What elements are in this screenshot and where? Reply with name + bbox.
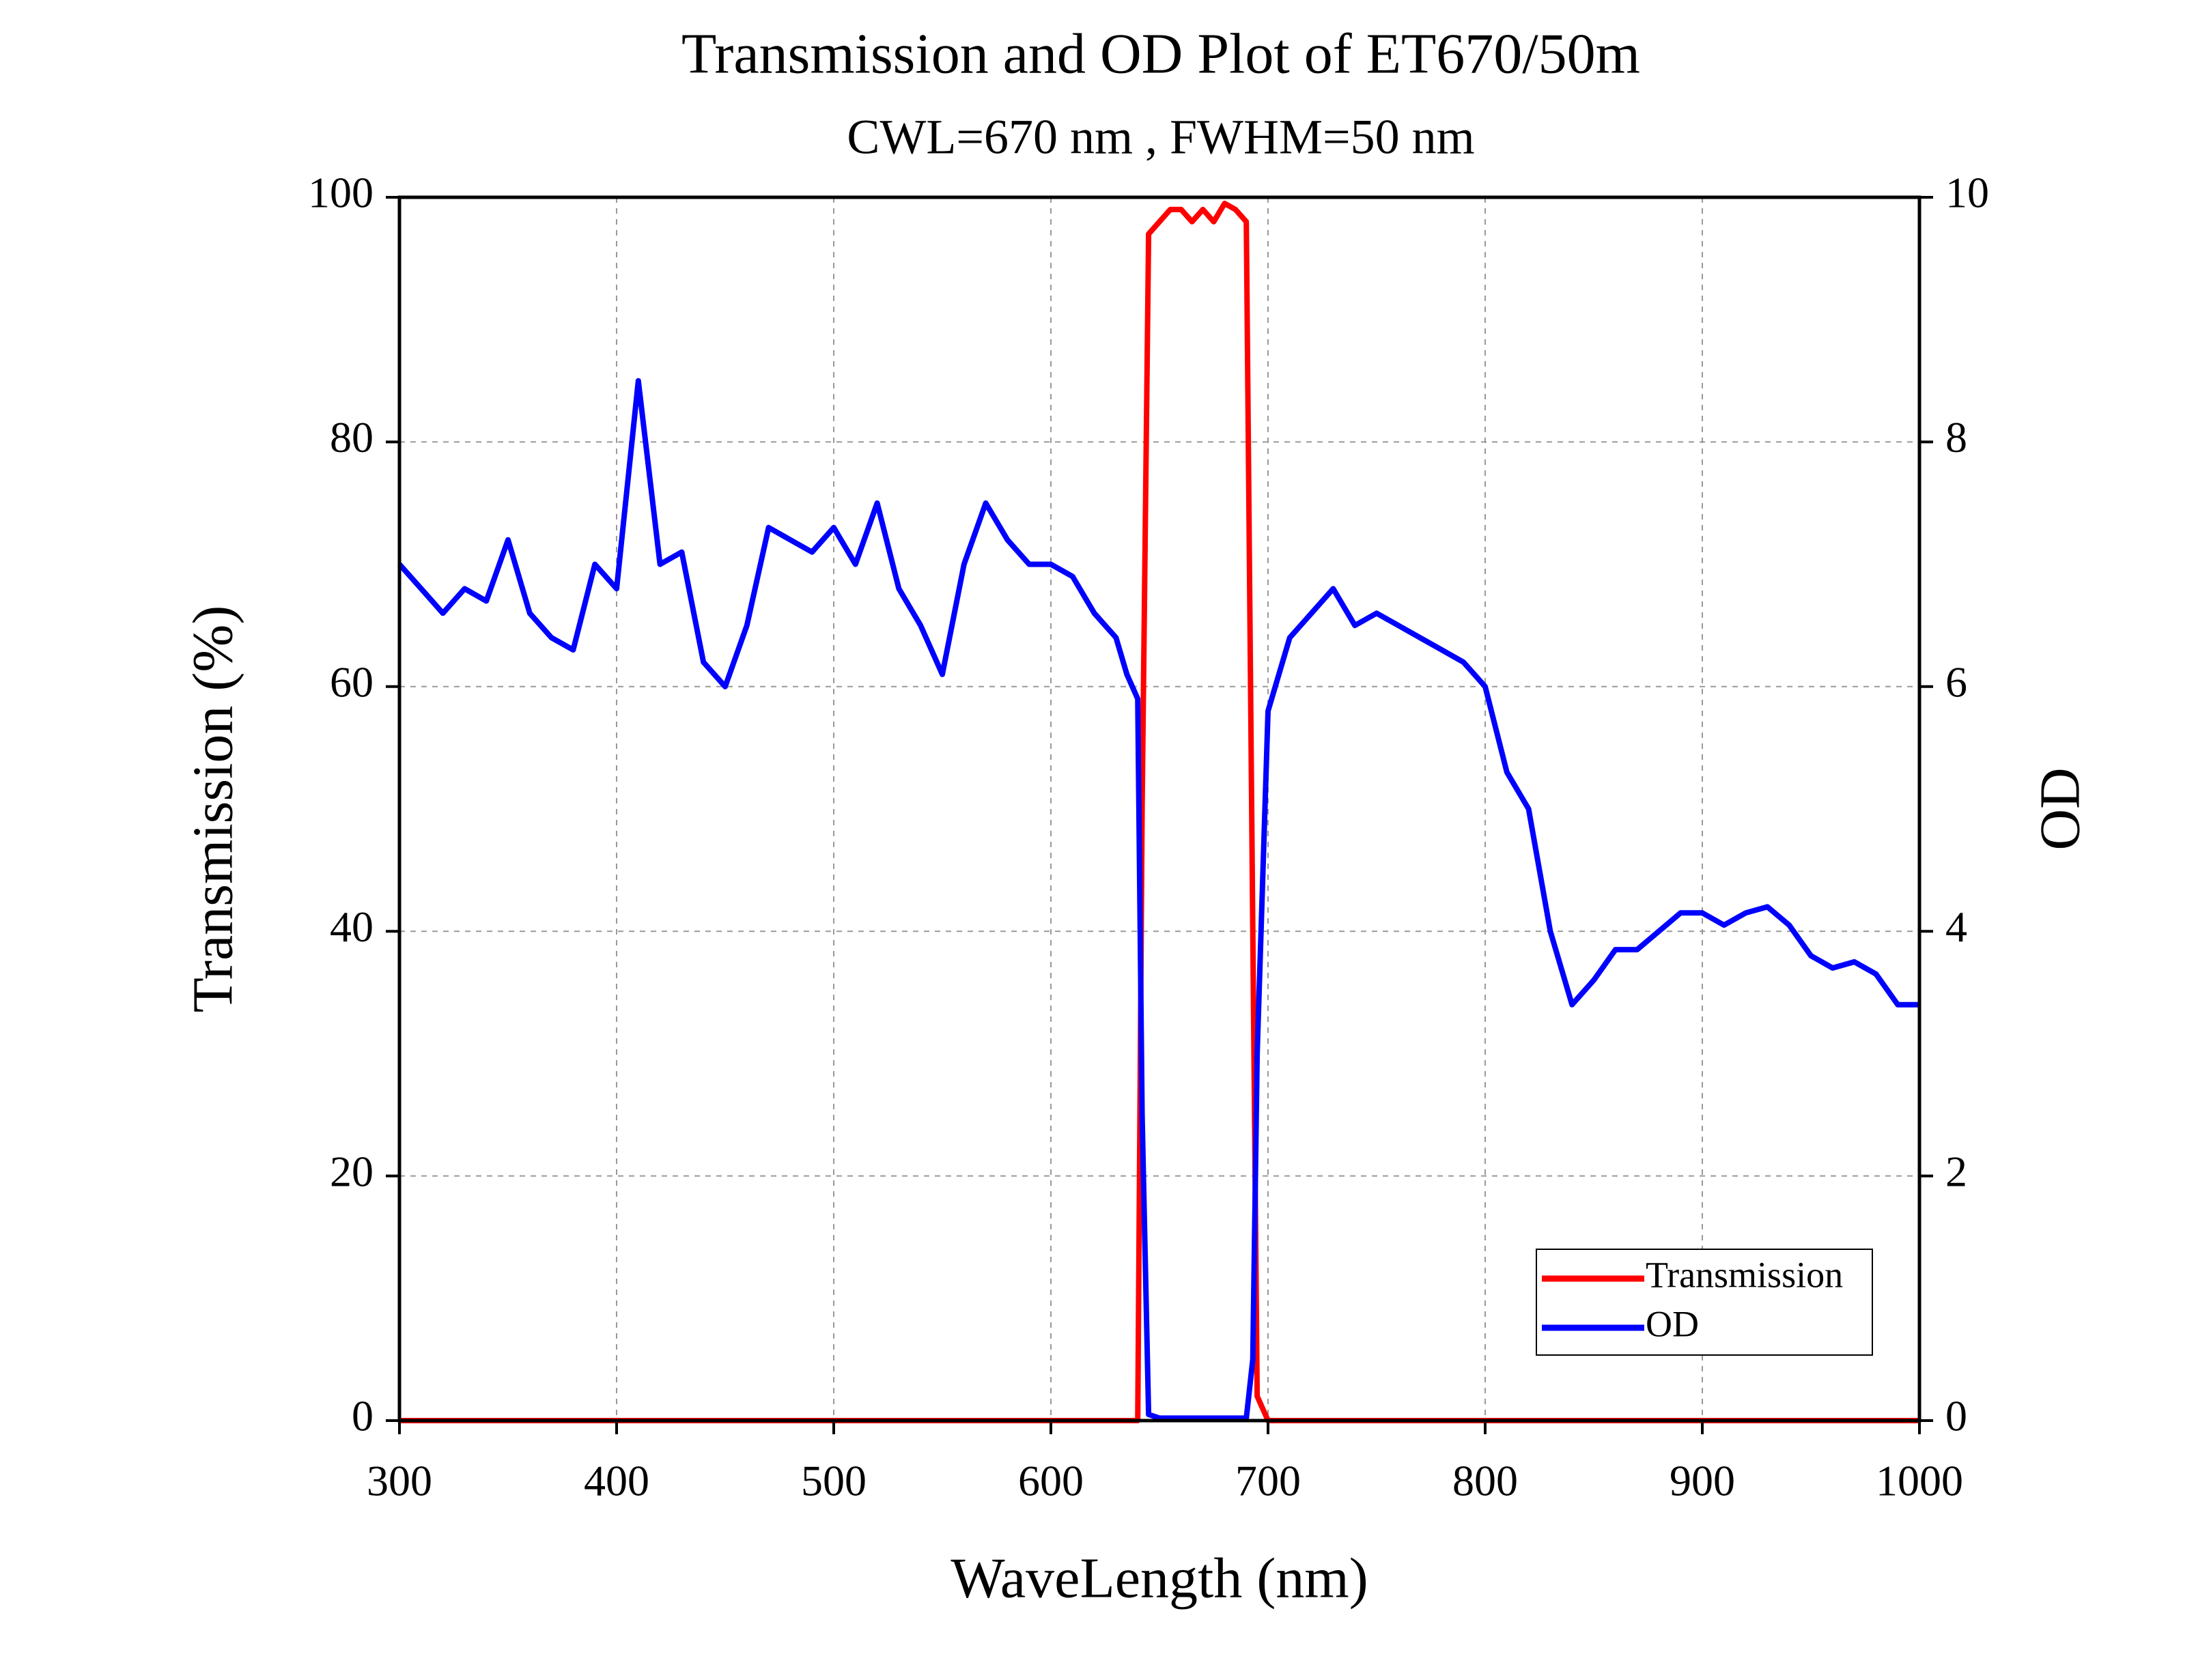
x-tick-label: 900 bbox=[1670, 1457, 1735, 1505]
legend-box bbox=[1536, 1249, 1873, 1356]
legend-label: OD bbox=[1646, 1303, 1699, 1344]
x-tick-label: 300 bbox=[367, 1457, 432, 1505]
x-tick-label: 400 bbox=[584, 1457, 649, 1505]
y-tick-label: 100 bbox=[308, 169, 374, 217]
y2-tick-label: 0 bbox=[1945, 1392, 1967, 1440]
ticks: 300 400 500 600 700 800 900 1000020406080100024… bbox=[308, 169, 1989, 1505]
y-tick-label: 60 bbox=[330, 657, 374, 706]
y2-tick-label: 2 bbox=[1945, 1147, 1967, 1195]
plot-lines bbox=[397, 201, 1919, 1423]
y2-tick-label: 6 bbox=[1945, 657, 1967, 706]
x-tick-label: 500 bbox=[801, 1457, 867, 1505]
chart-title: Transmission and OD Plot of ET670/50m bbox=[681, 22, 1640, 85]
x-tick-label: 800 bbox=[1452, 1457, 1518, 1505]
y-axis-label: Transmission (%) bbox=[181, 606, 244, 1013]
legend-label: Transmission bbox=[1646, 1254, 1843, 1295]
y-tick-label: 0 bbox=[352, 1392, 374, 1440]
y-tick-label: 20 bbox=[330, 1147, 374, 1195]
y2-tick-label: 8 bbox=[1945, 413, 1967, 461]
y-tick-label: 80 bbox=[330, 413, 374, 461]
series-line bbox=[399, 201, 1919, 1423]
plot-frame bbox=[397, 195, 1922, 1423]
x-axis-label: WaveLength (nm) bbox=[951, 1546, 1368, 1610]
x-tick-label: 600 bbox=[1018, 1457, 1084, 1505]
chart-subtitle: CWL=670 nm , FWHM=50 nm bbox=[847, 110, 1474, 165]
y2-tick-label: 10 bbox=[1945, 169, 1989, 217]
y2-tick-label: 4 bbox=[1945, 902, 1967, 951]
x-tick-label: 1000 bbox=[1876, 1457, 1963, 1505]
y2-axis-label: OD bbox=[2028, 767, 2092, 850]
y-tick-label: 40 bbox=[330, 902, 374, 951]
grid bbox=[399, 197, 1919, 1421]
legend: Transmission OD bbox=[1536, 1249, 1873, 1356]
x-tick-label: 700 bbox=[1235, 1457, 1301, 1505]
series-line bbox=[397, 378, 1919, 1421]
